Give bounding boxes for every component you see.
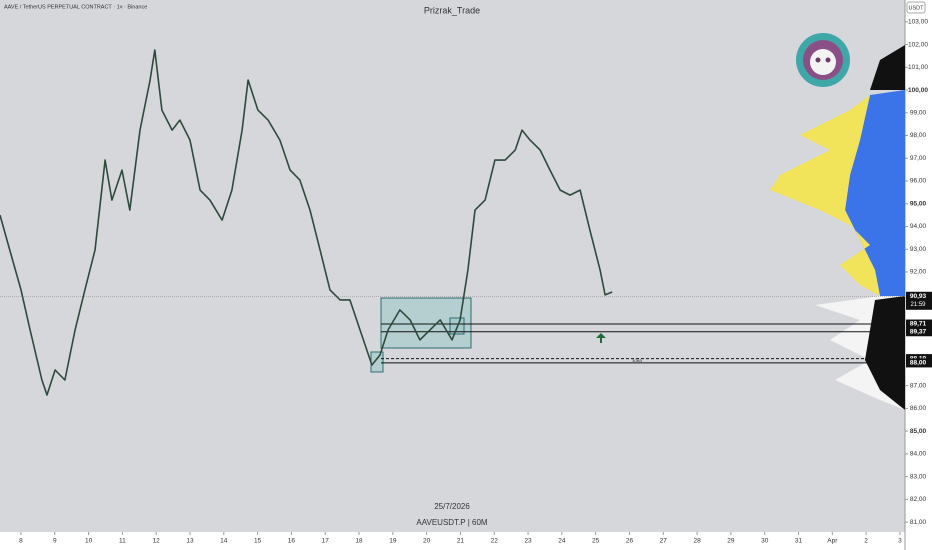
- price-axis: [905, 0, 932, 550]
- logo-eye: [815, 57, 821, 63]
- y-tick-label: 99,00: [910, 110, 927, 117]
- y-tick-label: 82,00: [910, 496, 927, 503]
- y-tick-label: 97,00: [910, 155, 927, 162]
- x-tick-label: 29: [727, 538, 735, 545]
- x-tick-label: 26: [626, 538, 634, 545]
- arrow-up: [596, 333, 606, 343]
- y-tick-label: 93,00: [910, 246, 927, 253]
- y-tick-label: 85,00: [910, 428, 927, 435]
- x-tick-label: 19: [389, 538, 397, 545]
- x-tick-label: 10: [85, 538, 93, 545]
- y-tick-label: 81,00: [910, 519, 927, 526]
- level-tag: [906, 291, 932, 310]
- y-tick-label: 96,00: [910, 178, 927, 185]
- x-tick-label: 18: [355, 538, 363, 545]
- y-tick-label: 103,00: [908, 19, 928, 26]
- x-tick-label: 8: [19, 538, 23, 545]
- y-tick-label: 102,00: [908, 41, 928, 48]
- price-line: [0, 49, 613, 396]
- x-tick-label: 13: [186, 538, 194, 545]
- symbol-caption: AAVEUSDT.P | 60M: [416, 518, 487, 527]
- y-tick-label: 94,00: [910, 223, 927, 230]
- x-tick-label: Apr: [827, 538, 838, 545]
- x-tick-label: 14: [220, 538, 228, 545]
- currency-box: [906, 1, 926, 14]
- profile-blue: [845, 90, 905, 296]
- level-tag: [906, 327, 932, 337]
- x-tick-label: 25: [592, 538, 600, 545]
- x-tick-label: 24: [558, 538, 566, 545]
- x-tick-label: 28: [693, 538, 701, 545]
- date-caption: 25/7/2026: [434, 502, 470, 511]
- level-label: 89,37: [910, 328, 927, 335]
- logo-eye: [825, 57, 831, 63]
- x-tick-label: 12: [153, 538, 161, 545]
- y-tick-label: 86,00: [910, 405, 927, 412]
- x-tick-label: 21: [457, 538, 465, 545]
- level-tag: [906, 319, 932, 329]
- time-axis: [0, 532, 932, 550]
- y-tick-label: 84,00: [910, 451, 927, 458]
- x-tick-label: 3: [898, 538, 902, 545]
- y-tick-label: 95,00: [910, 200, 927, 207]
- level-time: 21:59: [910, 302, 926, 308]
- x-tick-label: 2: [864, 538, 868, 545]
- profile-dark: [870, 45, 905, 90]
- watermark: Prizrak_Trade: [424, 5, 480, 15]
- x-tick-label: 9: [53, 538, 57, 545]
- zone-box-small: [370, 351, 384, 373]
- y-tick-label: 101,00: [908, 64, 928, 71]
- x-tick-label: 17: [322, 538, 330, 545]
- level-tag: [906, 358, 932, 368]
- x-tick-label: 23: [524, 538, 532, 545]
- zone-label: зона: [632, 358, 642, 363]
- level-label: 88,00: [910, 360, 927, 367]
- x-tick-label: 27: [660, 538, 668, 545]
- x-tick-label: 11: [119, 538, 126, 545]
- x-tick-label: 16: [288, 538, 296, 545]
- header: AAVE / TetherUS PERPETUAL CONTRACT · 1ч …: [4, 4, 147, 10]
- y-tick-label: 98,00: [910, 132, 927, 139]
- x-tick-label: 31: [795, 538, 803, 545]
- x-tick-label: 22: [491, 538, 499, 545]
- level-label: 89,71: [910, 321, 927, 328]
- logo-face: [810, 49, 836, 75]
- profile-yellow: [770, 95, 880, 296]
- level-label: 90,93: [910, 293, 927, 300]
- x-tick-label: 20: [423, 538, 431, 545]
- x-tick-label: 15: [254, 538, 262, 545]
- x-tick-label: 30: [761, 538, 769, 545]
- y-tick-label: 92,00: [910, 269, 927, 276]
- y-tick-label: 87,00: [910, 382, 927, 389]
- y-tick-label: 83,00: [910, 473, 927, 480]
- currency: USDT: [909, 5, 925, 11]
- y-tick-label: 100,00: [908, 87, 928, 94]
